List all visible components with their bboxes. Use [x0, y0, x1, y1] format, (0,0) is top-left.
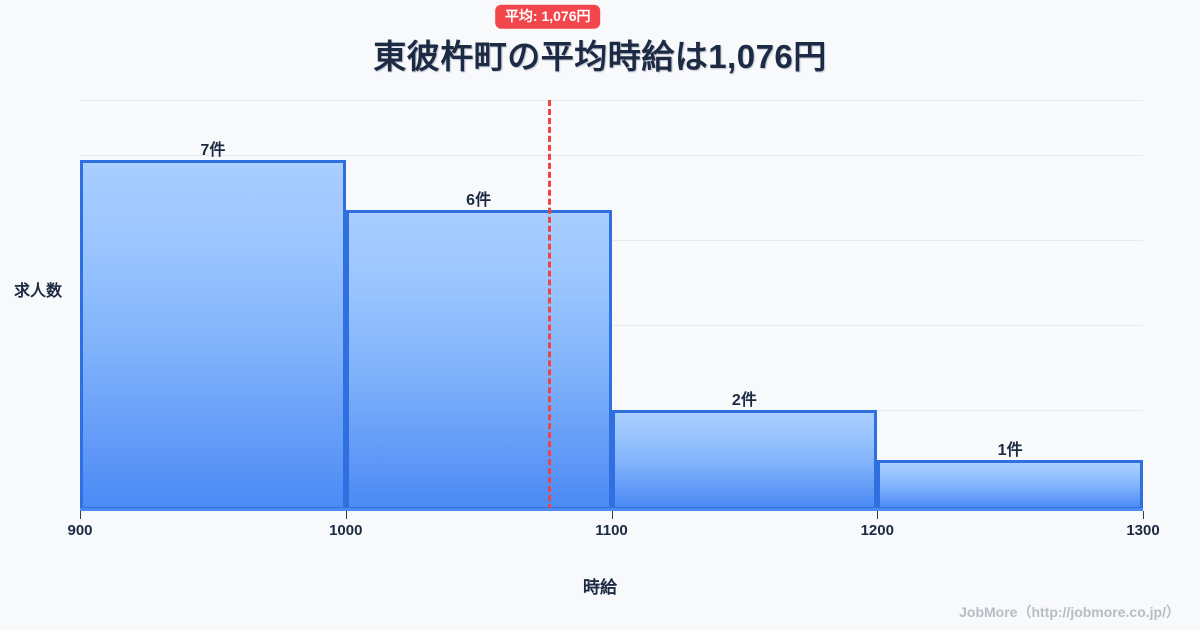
x-axis-tick	[611, 511, 613, 519]
gridline	[80, 325, 1143, 326]
average-badge: 平均: 1,076円	[494, 4, 601, 30]
x-axis-title: 時給	[583, 578, 617, 597]
x-axis-tick-label: 1000	[329, 522, 363, 539]
page-title: 東彼杵町の平均時給は1,076円	[373, 38, 827, 75]
x-axis-tick	[1143, 511, 1144, 519]
histogram-bar[interactable]	[80, 160, 346, 510]
histogram-bar[interactable]	[345, 210, 612, 510]
bar-value-label: 1件	[997, 442, 1023, 459]
histogram-bar[interactable]	[611, 410, 878, 510]
x-axis: 900 1000 1100 1200 1300	[67, 508, 1160, 539]
plot-area: 7件 6件 2件 1件 平均: 1,076円	[80, 4, 1143, 510]
x-axis-tick-label: 1300	[1126, 522, 1160, 539]
histogram-bar[interactable]	[877, 460, 1143, 510]
x-axis-tick	[80, 511, 81, 519]
gridline	[80, 240, 1143, 241]
gridline	[80, 155, 1143, 156]
average-line	[547, 100, 551, 510]
x-axis-tick	[345, 511, 347, 519]
x-axis-tick-label: 900	[67, 522, 93, 539]
watermark: JobMore（http://jobmore.co.jp/）	[959, 604, 1180, 620]
bar-value-label: 2件	[731, 392, 757, 409]
y-axis-label: 求人数	[14, 283, 63, 300]
x-axis-tick	[877, 511, 879, 519]
x-axis-tick-label: 1100	[595, 522, 628, 539]
gridline	[80, 100, 1143, 101]
x-axis-tick-label: 1200	[860, 522, 894, 539]
bar-value-label: 7件	[200, 142, 226, 159]
bar-value-label: 6件	[466, 192, 492, 209]
